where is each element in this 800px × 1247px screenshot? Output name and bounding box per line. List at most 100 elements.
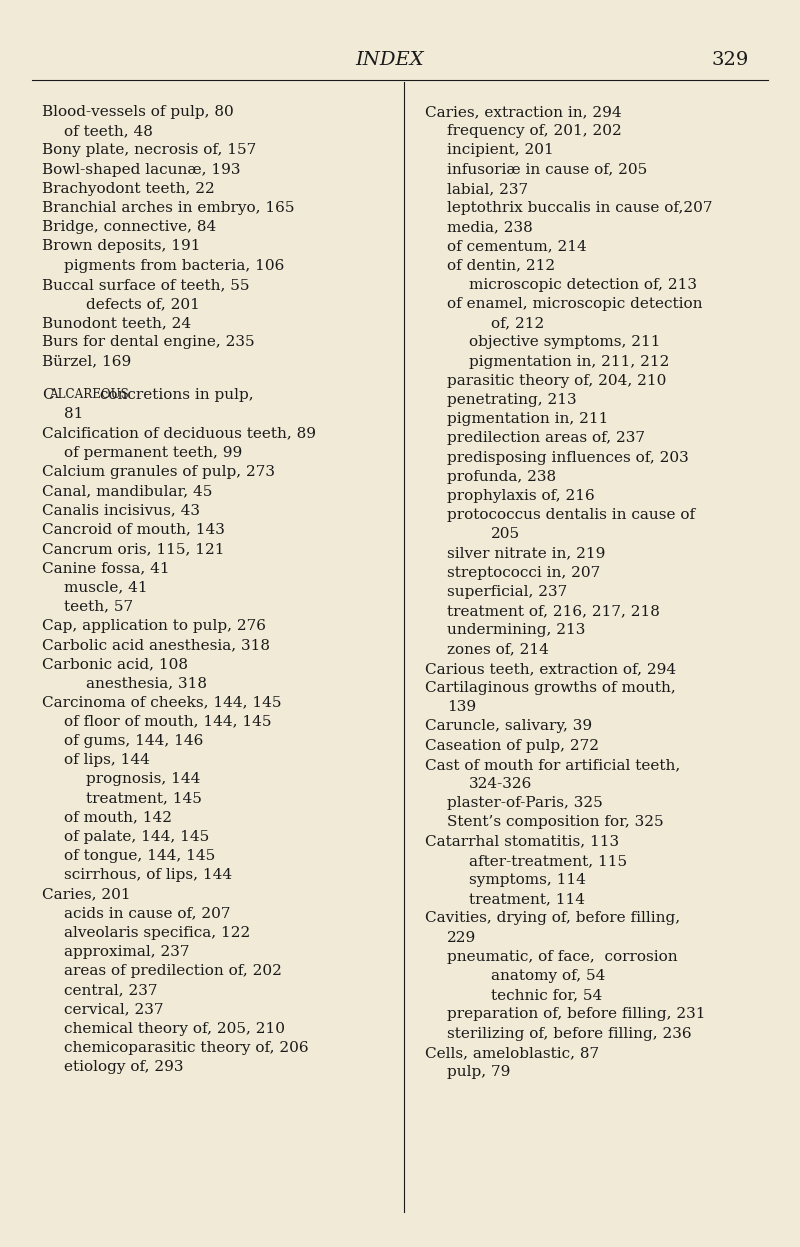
Text: of enamel, microscopic detection: of enamel, microscopic detection	[447, 297, 702, 311]
Text: profunda, 238: profunda, 238	[447, 470, 556, 484]
Text: chemical theory of, 205, 210: chemical theory of, 205, 210	[64, 1021, 285, 1036]
Text: protococcus dentalis in cause of: protococcus dentalis in cause of	[447, 509, 695, 522]
Text: 139: 139	[447, 701, 476, 715]
Text: central, 237: central, 237	[64, 984, 158, 998]
Text: Cancroid of mouth, 143: Cancroid of mouth, 143	[42, 522, 225, 536]
Text: of floor of mouth, 144, 145: of floor of mouth, 144, 145	[64, 715, 271, 728]
Text: acids in cause of, 207: acids in cause of, 207	[64, 907, 230, 920]
Text: Carcinoma of cheeks, 144, 145: Carcinoma of cheeks, 144, 145	[42, 696, 282, 710]
Text: Brachyodont teeth, 22: Brachyodont teeth, 22	[42, 182, 214, 196]
Text: objective symptoms, 211: objective symptoms, 211	[469, 335, 661, 349]
Text: preparation of, before filling, 231: preparation of, before filling, 231	[447, 1008, 706, 1021]
Text: microscopic detection of, 213: microscopic detection of, 213	[469, 278, 697, 292]
Text: Bürzel, 169: Bürzel, 169	[42, 354, 131, 369]
Text: Cancrum oris, 115, 121: Cancrum oris, 115, 121	[42, 541, 225, 556]
Text: ALCAREOUS: ALCAREOUS	[50, 388, 130, 402]
Text: scirrhous, of lips, 144: scirrhous, of lips, 144	[64, 868, 232, 882]
Text: Carbonic acid, 108: Carbonic acid, 108	[42, 657, 188, 671]
Text: undermining, 213: undermining, 213	[447, 624, 586, 637]
Text: Canine fossa, 41: Canine fossa, 41	[42, 561, 170, 575]
Text: of lips, 144: of lips, 144	[64, 753, 150, 767]
Text: penetrating, 213: penetrating, 213	[447, 393, 577, 407]
Text: Catarrhal stomatitis, 113: Catarrhal stomatitis, 113	[425, 834, 619, 849]
Text: treatment, 145: treatment, 145	[86, 792, 202, 806]
Text: of palate, 144, 145: of palate, 144, 145	[64, 829, 210, 844]
Text: of mouth, 142: of mouth, 142	[64, 811, 172, 824]
Text: Caruncle, salivary, 39: Caruncle, salivary, 39	[425, 720, 592, 733]
Text: Carbolic acid anesthesia, 318: Carbolic acid anesthesia, 318	[42, 637, 270, 652]
Text: Cells, ameloblastic, 87: Cells, ameloblastic, 87	[425, 1046, 599, 1060]
Text: media, 238: media, 238	[447, 221, 533, 234]
Text: treatment, 114: treatment, 114	[469, 892, 585, 907]
Text: Canal, mandibular, 45: Canal, mandibular, 45	[42, 484, 212, 499]
Text: prophylaxis of, 216: prophylaxis of, 216	[447, 489, 594, 503]
Text: Cavities, drying of, before filling,: Cavities, drying of, before filling,	[425, 912, 680, 925]
Text: pigmentation in, 211: pigmentation in, 211	[447, 413, 608, 426]
Text: etiology of, 293: etiology of, 293	[64, 1060, 183, 1074]
Text: of permanent teeth, 99: of permanent teeth, 99	[64, 445, 242, 460]
Text: of cementum, 214: of cementum, 214	[447, 239, 586, 253]
Text: Buccal surface of teeth, 55: Buccal surface of teeth, 55	[42, 278, 250, 292]
Text: technic for, 54: technic for, 54	[491, 988, 602, 1003]
Text: Branchial arches in embryo, 165: Branchial arches in embryo, 165	[42, 201, 294, 214]
Text: Blood-vessels of pulp, 80: Blood-vessels of pulp, 80	[42, 105, 234, 118]
Text: incipient, 201: incipient, 201	[447, 143, 554, 157]
Text: Stent’s composition for, 325: Stent’s composition for, 325	[447, 816, 664, 829]
Text: Bunodont teeth, 24: Bunodont teeth, 24	[42, 317, 191, 330]
Text: of teeth, 48: of teeth, 48	[64, 125, 153, 138]
Text: of dentin, 212: of dentin, 212	[447, 258, 555, 273]
Text: sterilizing of, before filling, 236: sterilizing of, before filling, 236	[447, 1026, 692, 1040]
Text: chemicoparasitic theory of, 206: chemicoparasitic theory of, 206	[64, 1041, 309, 1055]
Text: Calcification of deciduous teeth, 89: Calcification of deciduous teeth, 89	[42, 426, 316, 440]
Text: of, 212: of, 212	[491, 317, 544, 330]
Text: alveolaris specifica, 122: alveolaris specifica, 122	[64, 925, 250, 940]
Text: leptothrix buccalis in cause of,207: leptothrix buccalis in cause of,207	[447, 201, 713, 214]
Text: labial, 237: labial, 237	[447, 182, 528, 196]
Text: Cast of mouth for artificial teeth,: Cast of mouth for artificial teeth,	[425, 758, 680, 772]
Text: 229: 229	[447, 930, 476, 944]
Text: Caseation of pulp, 272: Caseation of pulp, 272	[425, 738, 599, 753]
Text: predilection areas of, 237: predilection areas of, 237	[447, 431, 645, 445]
Text: INDEX: INDEX	[356, 51, 424, 69]
Text: predisposing influences of, 203: predisposing influences of, 203	[447, 450, 689, 465]
Text: zones of, 214: zones of, 214	[447, 642, 549, 657]
Text: C: C	[42, 388, 54, 403]
Text: Carious teeth, extraction of, 294: Carious teeth, extraction of, 294	[425, 662, 676, 676]
Text: prognosis, 144: prognosis, 144	[86, 772, 200, 786]
Text: Brown deposits, 191: Brown deposits, 191	[42, 239, 201, 253]
Text: teeth, 57: teeth, 57	[64, 600, 133, 614]
Text: Canalis incisivus, 43: Canalis incisivus, 43	[42, 504, 200, 518]
Text: treatment of, 216, 217, 218: treatment of, 216, 217, 218	[447, 605, 660, 619]
Text: Cartilaginous growths of mouth,: Cartilaginous growths of mouth,	[425, 681, 676, 695]
Text: pigments from bacteria, 106: pigments from bacteria, 106	[64, 258, 284, 273]
Text: silver nitrate in, 219: silver nitrate in, 219	[447, 546, 606, 561]
Text: parasitic theory of, 204, 210: parasitic theory of, 204, 210	[447, 374, 666, 388]
Text: areas of predilection of, 202: areas of predilection of, 202	[64, 964, 282, 978]
Text: 324-326: 324-326	[469, 777, 532, 791]
Text: frequency of, 201, 202: frequency of, 201, 202	[447, 125, 622, 138]
Text: infusoriæ in cause of, 205: infusoriæ in cause of, 205	[447, 162, 647, 177]
Text: anatomy of, 54: anatomy of, 54	[491, 969, 606, 983]
Text: cervical, 237: cervical, 237	[64, 1003, 163, 1016]
Text: Caries, 201: Caries, 201	[42, 888, 130, 902]
Text: of gums, 144, 146: of gums, 144, 146	[64, 733, 203, 748]
Text: muscle, 41: muscle, 41	[64, 580, 148, 595]
Text: 205: 205	[491, 527, 520, 541]
Text: pulp, 79: pulp, 79	[447, 1065, 510, 1079]
Text: Bridge, connective, 84: Bridge, connective, 84	[42, 221, 216, 234]
Text: approximal, 237: approximal, 237	[64, 945, 190, 959]
Text: plaster-of-Paris, 325: plaster-of-Paris, 325	[447, 796, 602, 811]
Text: 81: 81	[64, 408, 83, 421]
Text: of tongue, 144, 145: of tongue, 144, 145	[64, 849, 215, 863]
Text: pigmentation in, 211, 212: pigmentation in, 211, 212	[469, 354, 670, 369]
Text: defects of, 201: defects of, 201	[86, 297, 200, 311]
Text: Calcium granules of pulp, 273: Calcium granules of pulp, 273	[42, 465, 275, 479]
Text: Bowl-shaped lacunæ, 193: Bowl-shaped lacunæ, 193	[42, 162, 241, 177]
Text: Caries, extraction in, 294: Caries, extraction in, 294	[425, 105, 622, 118]
Text: concretions in pulp,: concretions in pulp,	[95, 388, 254, 403]
Text: symptoms, 114: symptoms, 114	[469, 873, 586, 887]
Text: streptococci in, 207: streptococci in, 207	[447, 566, 600, 580]
Text: Burs for dental engine, 235: Burs for dental engine, 235	[42, 335, 254, 349]
Text: Cap, application to pulp, 276: Cap, application to pulp, 276	[42, 619, 266, 632]
Text: after-treatment, 115: after-treatment, 115	[469, 854, 627, 868]
